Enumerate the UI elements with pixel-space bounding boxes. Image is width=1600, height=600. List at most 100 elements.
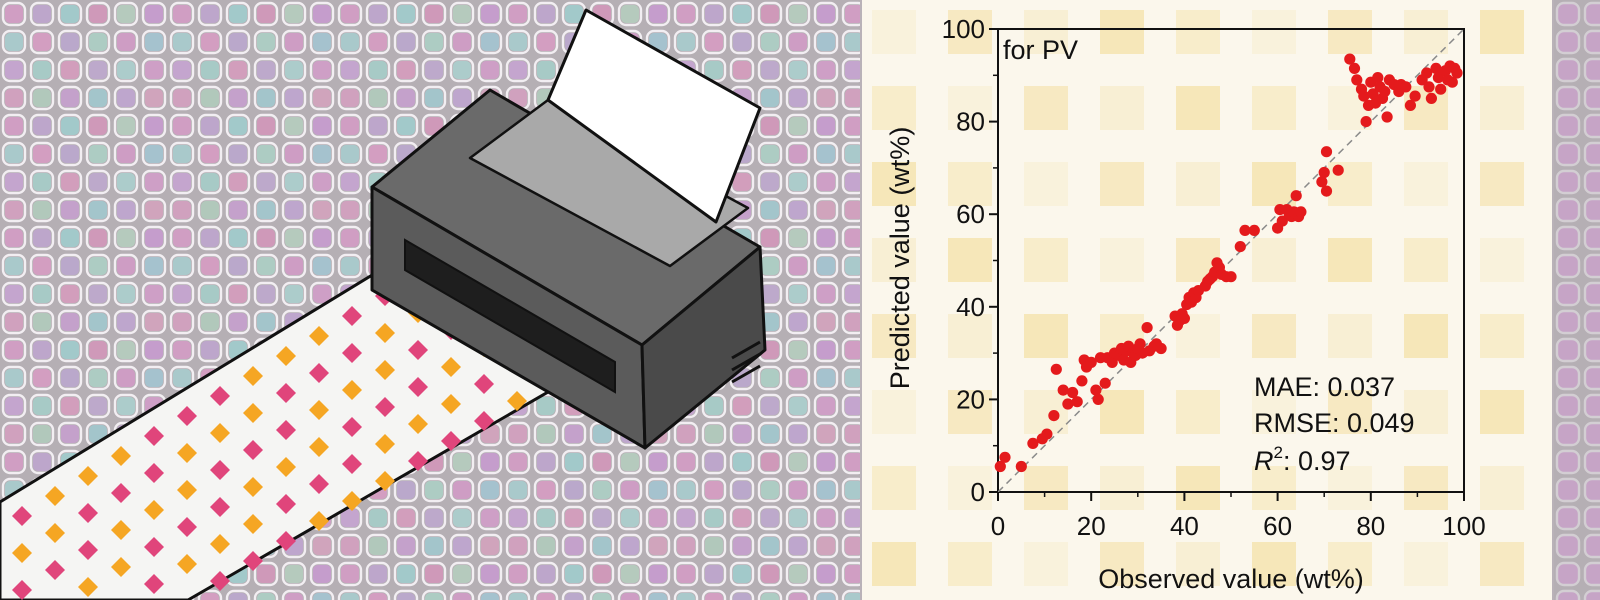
data-point <box>1225 271 1237 283</box>
printed-diamond <box>177 554 197 574</box>
data-point <box>999 451 1011 463</box>
y-tick-label: 40 <box>956 292 985 322</box>
data-point <box>1451 67 1463 79</box>
y-tick-label: 80 <box>956 107 985 137</box>
printed-diamond <box>375 434 395 454</box>
printed-diamond <box>177 443 197 463</box>
data-point <box>1367 88 1379 100</box>
x-tick-label: 100 <box>1442 511 1485 541</box>
printed-diamond <box>309 437 329 457</box>
data-point <box>1062 398 1074 410</box>
data-point <box>1360 116 1372 128</box>
printed-diamond <box>210 534 230 554</box>
printed-diamond <box>144 500 164 520</box>
data-point <box>1067 386 1079 399</box>
printed-diamond <box>210 460 230 480</box>
printer <box>370 88 767 450</box>
data-point <box>1092 393 1104 405</box>
data-point <box>1085 356 1097 368</box>
printed-diamond <box>441 431 461 451</box>
data-point <box>1155 342 1167 355</box>
printed-diamond <box>210 423 230 443</box>
printed-diamond <box>408 414 428 434</box>
data-point <box>1351 74 1363 86</box>
printed-diamond <box>309 474 329 494</box>
printed-diamond <box>45 560 65 580</box>
reference-line <box>997 28 1465 493</box>
mae-metric: MAE: 0.037 <box>1254 372 1395 402</box>
printed-diamond <box>309 511 329 531</box>
right-edge-pattern <box>1554 0 1600 600</box>
data-point <box>1050 363 1062 375</box>
printed-diamond <box>276 383 296 403</box>
r2-value: : 0.97 <box>1283 446 1351 476</box>
data-point <box>1409 90 1421 102</box>
printed-diamond <box>474 374 494 394</box>
printed-diamond <box>375 397 395 417</box>
printed-diamond <box>507 391 527 411</box>
data-point <box>1015 460 1027 473</box>
data-point <box>1421 67 1433 79</box>
printed-diamond <box>210 571 230 591</box>
scatter-chart-panel: 0 20 40 60 80 100 0 20 40 60 80 100 for PV MAE: 0.0… <box>862 0 1552 600</box>
data-point <box>1090 384 1102 396</box>
printed-diamond <box>441 394 461 414</box>
printed-diamond <box>243 477 263 497</box>
printed-diamond <box>375 323 395 343</box>
data-point <box>1290 190 1302 202</box>
printed-diamond <box>342 454 362 474</box>
data-point <box>1076 375 1088 387</box>
printed-diamond <box>111 446 131 466</box>
printed-diamond <box>210 386 230 406</box>
printed-diamond <box>144 463 164 483</box>
data-point <box>1239 224 1251 236</box>
printed-diamond <box>276 346 296 366</box>
scatter-chart: 0 20 40 60 80 100 0 20 40 60 80 100 for PV MAE: 0.0… <box>872 10 1524 594</box>
printed-diamond <box>144 537 164 557</box>
data-point <box>1248 224 1260 236</box>
printed-diamond <box>309 326 329 346</box>
data-point <box>1400 81 1412 93</box>
printed-diamond <box>12 580 32 600</box>
printed-diamond <box>243 366 263 386</box>
data-point <box>1178 312 1190 324</box>
printed-diamond <box>12 543 32 563</box>
data-point <box>1057 384 1069 396</box>
y-tick-label: 20 <box>956 384 985 414</box>
data-point <box>994 460 1006 473</box>
data-point <box>1099 377 1111 389</box>
x-tick-label: 0 <box>991 511 1005 541</box>
printed-diamond <box>177 406 197 426</box>
right-edge-texture <box>1554 0 1600 600</box>
printed-diamond <box>78 540 98 560</box>
printed-diamond <box>342 306 362 326</box>
data-point <box>1425 92 1437 104</box>
printed-diamond <box>342 380 362 400</box>
printed-diamond <box>375 471 395 491</box>
printed-diamond <box>408 451 428 471</box>
data-point <box>1435 83 1447 95</box>
x-tick-label: 80 <box>1356 511 1385 541</box>
printed-diamond <box>243 514 263 534</box>
printed-diamond <box>210 497 230 517</box>
data-point <box>1295 206 1307 218</box>
printed-diamond <box>144 574 164 594</box>
r2-exponent: 2 <box>1274 443 1283 462</box>
data-point <box>1358 90 1370 102</box>
x-tick-label: 60 <box>1263 511 1292 541</box>
printed-diamond <box>309 400 329 420</box>
data-point <box>1348 62 1361 74</box>
x-tick-label: 20 <box>1077 511 1106 541</box>
x-tick-label: 40 <box>1170 511 1199 541</box>
printed-diamond <box>408 377 428 397</box>
y-axis-title: Predicted value (wt%) <box>885 127 915 390</box>
printed-diamond <box>12 506 32 526</box>
axis-ticks: 0 20 40 60 80 100 0 20 40 60 80 100 <box>942 14 1486 541</box>
data-point <box>1372 72 1384 84</box>
data-point <box>1134 338 1146 350</box>
printed-diamond <box>111 557 131 577</box>
r2-metric: R2: 0.97 <box>1254 443 1351 476</box>
input-paper-sheet <box>546 8 762 224</box>
printed-diamond <box>375 360 395 380</box>
data-point <box>1318 166 1330 179</box>
